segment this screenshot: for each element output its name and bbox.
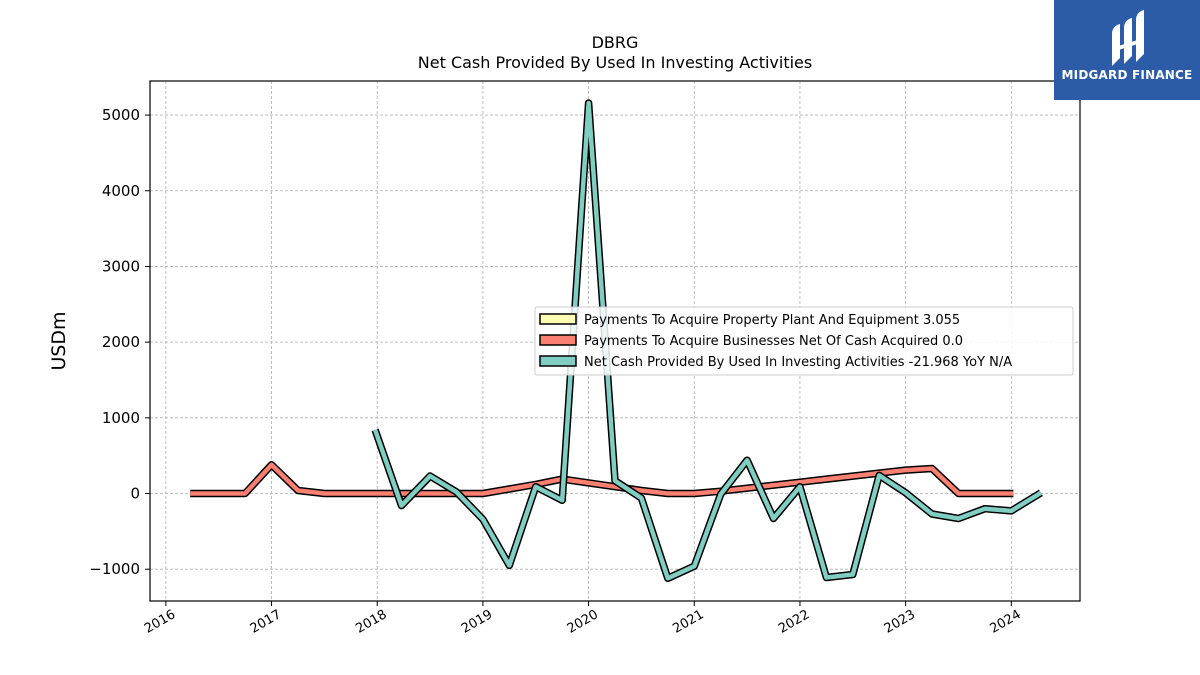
- legend-label-ppe: Payments To Acquire Property Plant And E…: [584, 313, 960, 328]
- legend-label-net-cash: Net Cash Provided By Used In Investing A…: [584, 355, 1012, 370]
- y-tick-label: 2000: [102, 333, 140, 351]
- x-tick-label: 2019: [459, 607, 495, 637]
- x-tick-label: 2021: [670, 607, 706, 637]
- x-tick-label: 2024: [987, 607, 1023, 637]
- y-axis-label: USDm: [48, 311, 70, 370]
- x-tick-label: 2023: [882, 607, 918, 637]
- x-axis: 2016 2017 2018 2019 2020 2021 2022 2023 2024: [142, 601, 1024, 637]
- x-tick-label: 2020: [565, 607, 601, 637]
- midgard-logo-icon: [1112, 10, 1144, 66]
- legend-frame: [534, 306, 1074, 376]
- chart-title: DBRG: [592, 33, 639, 52]
- plot-frame: [149, 80, 1081, 602]
- legend-label-businesses: Payments To Acquire Businesses Net Of Ca…: [584, 334, 963, 349]
- chart-subtitle: Net Cash Provided By Used In Investing A…: [418, 53, 812, 72]
- x-tick-label: 2018: [353, 607, 389, 637]
- y-tick-label: −1000: [89, 560, 140, 578]
- legend: Payments To Acquire Property Plant And E…: [534, 306, 1074, 376]
- y-axis: −1000 0 1000 2000 3000 4000 5000: [89, 106, 150, 578]
- legend-swatch-net-cash: [539, 355, 577, 367]
- watermark-text: MIDGARD FINANCE: [1061, 68, 1193, 82]
- series-businesses-line: [190, 462, 1014, 496]
- y-tick-label: 0: [130, 485, 140, 503]
- legend-swatch-ppe: [539, 313, 577, 325]
- series-net-cash-line: [372, 100, 1043, 581]
- series-lines: [190, 99, 1043, 583]
- x-tick-label: 2017: [248, 607, 284, 637]
- y-tick-label: 4000: [102, 182, 140, 200]
- x-tick-label: 2016: [142, 607, 178, 637]
- y-tick-label: 5000: [102, 106, 140, 124]
- y-tick-label: 1000: [102, 409, 140, 427]
- midgard-finance-logo: MIDGARD FINANCE: [1054, 0, 1200, 100]
- legend-swatch-businesses: [539, 334, 577, 346]
- y-tick-label: 3000: [102, 257, 140, 275]
- x-tick-label: 2022: [776, 607, 812, 637]
